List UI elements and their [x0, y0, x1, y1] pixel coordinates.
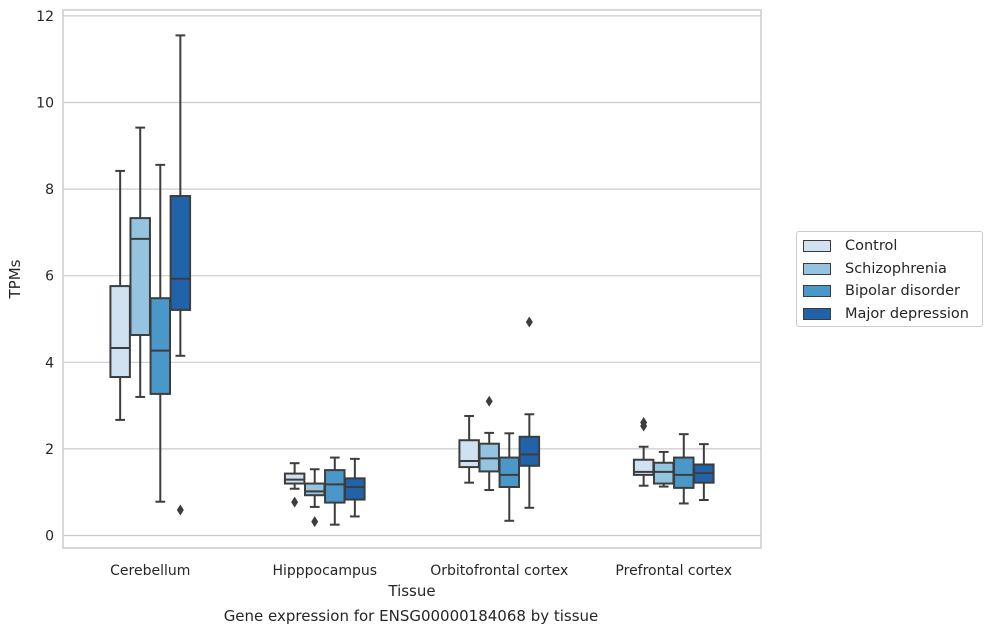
- box-control: [283, 462, 306, 508]
- legend-swatch: [803, 285, 831, 298]
- x-tick-label: Orbitofrontal cortex: [430, 563, 568, 579]
- box-iqr: [169, 195, 192, 311]
- box-iqr: [652, 461, 675, 485]
- box-major-depression: [169, 34, 192, 516]
- legend: Control Schizophrenia Bipolar disorder Majo…: [796, 231, 983, 327]
- y-tick-label: 2: [45, 442, 54, 458]
- box-iqr: [303, 482, 326, 497]
- legend-swatch: [803, 262, 831, 275]
- legend-item: Schizophrenia: [803, 258, 982, 281]
- legend-label: Major depression: [845, 305, 969, 322]
- legend-label: Schizophrenia: [845, 260, 947, 277]
- x-axis-label: Tissue: [387, 582, 435, 600]
- box-major-depression: [693, 443, 715, 501]
- box-bipolar-disorder: [498, 432, 521, 522]
- box-major-depression: [344, 457, 366, 518]
- legend-label: Bipolar disorder: [845, 283, 960, 300]
- legend-label: Control: [845, 238, 898, 255]
- outlier-point: [176, 504, 184, 516]
- x-tick-label: Cerebellum: [110, 563, 190, 579]
- box-iqr: [673, 456, 695, 489]
- box-series: [109, 34, 715, 528]
- legend-swatch: [803, 240, 831, 253]
- box-major-depression: [518, 316, 541, 509]
- y-axis-label: TPMs: [6, 259, 24, 299]
- y-tick-label: 8: [45, 182, 54, 198]
- box-iqr: [344, 477, 366, 501]
- outlier-point: [291, 496, 299, 508]
- y-axis-ticks: 0 2 4 6 8 10 12: [36, 9, 54, 545]
- box-iqr: [149, 297, 172, 395]
- box-bipolar-disorder: [673, 433, 695, 505]
- outlier-point: [311, 516, 319, 528]
- box-bipolar-disorder: [324, 456, 346, 526]
- legend-item: Control: [803, 235, 982, 258]
- box-iqr: [498, 456, 521, 489]
- legend-item: Major depression: [803, 303, 982, 326]
- outlier-point: [485, 395, 493, 407]
- y-tick-label: 10: [36, 96, 54, 112]
- y-tick-label: 12: [36, 9, 54, 25]
- box-bipolar-disorder: [149, 163, 172, 503]
- y-tick-label: 0: [45, 529, 54, 545]
- box-control: [109, 169, 131, 421]
- y-tick-label: 6: [45, 269, 54, 285]
- outlier-point: [525, 316, 533, 328]
- box-iqr: [109, 285, 131, 379]
- x-tick-label: Hipppocampus: [272, 563, 377, 579]
- legend-item: Bipolar disorder: [803, 280, 982, 303]
- box-iqr: [283, 472, 306, 485]
- box-iqr: [324, 469, 346, 504]
- box-schizophrenia: [303, 468, 326, 528]
- outlier-point: [640, 416, 648, 428]
- chart-caption: Gene expression for ENSG00000184068 by t…: [223, 607, 599, 625]
- box-iqr: [129, 217, 151, 337]
- box-control: [458, 414, 480, 484]
- x-axis-ticks: Cerebellum Hipppocampus Orbitofrontal cort…: [110, 563, 732, 579]
- box-schizophrenia: [478, 395, 500, 492]
- x-tick-label: Prefrontal cortex: [615, 563, 732, 579]
- box-schizophrenia: [129, 126, 151, 398]
- y-tick-label: 4: [45, 355, 54, 371]
- y-gridlines: [63, 15, 761, 537]
- box-iqr: [458, 439, 480, 469]
- box-iqr: [518, 435, 541, 467]
- legend-swatch: [803, 307, 831, 320]
